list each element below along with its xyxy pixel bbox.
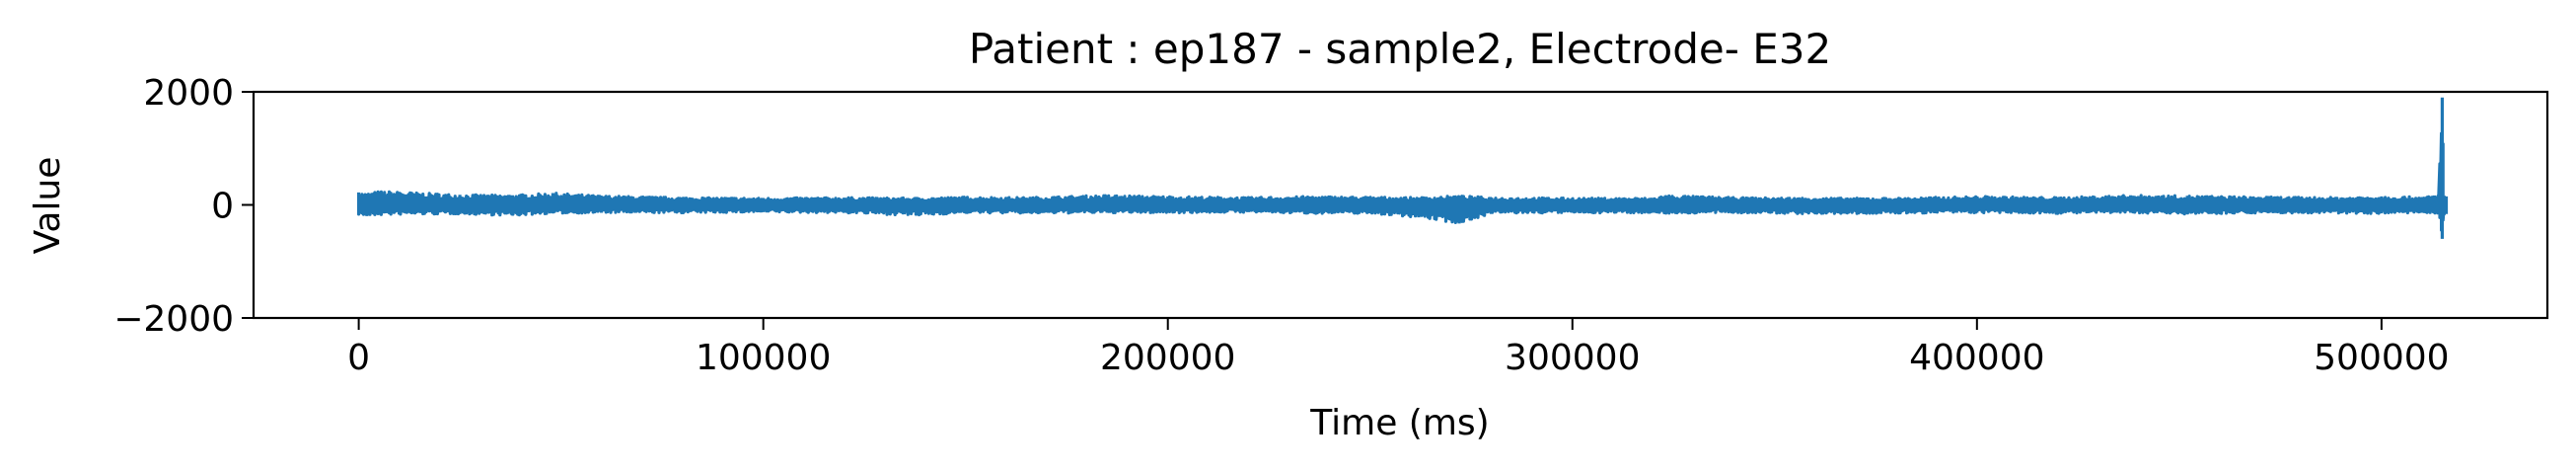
y-tick-label: 0 (211, 187, 234, 227)
y-tick-label: 2000 (143, 73, 234, 114)
x-tick-label: 400000 (1909, 338, 2044, 378)
chart-title: Patient : ep187 - sample2, Electrode- E3… (969, 25, 1831, 73)
series-line-E32 (357, 97, 2449, 239)
y-axis-label: Value (28, 157, 68, 255)
x-tick-label: 0 (347, 338, 370, 378)
series-layer (357, 97, 2449, 239)
y-tick-label: −2000 (113, 299, 234, 340)
x-tick-label: 300000 (1505, 338, 1640, 378)
x-axis-label: Time (ms) (1309, 403, 1489, 443)
y-axis-ticks: −2000 0 2000 (113, 73, 254, 340)
x-tick-label: 100000 (696, 338, 831, 378)
x-tick-label: 200000 (1100, 338, 1235, 378)
x-tick-label: 500000 (2314, 338, 2449, 378)
x-axis-ticks: 0 100000 200000 300000 400000 500000 (347, 318, 2450, 378)
